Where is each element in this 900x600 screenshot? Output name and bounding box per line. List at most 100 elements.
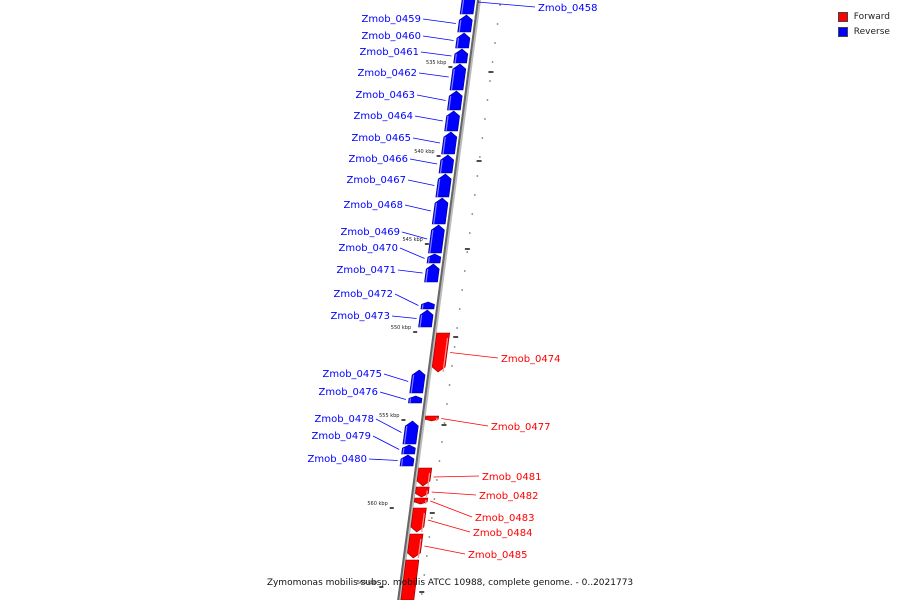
gene-label[interactable]: Zmob_0458 [538, 3, 598, 14]
gene-glyph[interactable] [413, 497, 429, 505]
gene-label[interactable]: Zmob_0466 [348, 154, 408, 165]
gene-label[interactable]: Zmob_0476 [318, 387, 378, 398]
gene-zmob_0475[interactable]: Zmob_0475 [322, 369, 426, 394]
genes-layer: Zmob_0458 Zmob_0459 Zmob_0460 Zmob_0461 Zmob… [307, 0, 598, 600]
gene-glyph[interactable] [438, 154, 455, 174]
gene-glyph[interactable] [401, 444, 416, 455]
gene-label[interactable]: Zmob_0483 [475, 513, 535, 524]
gene-face [442, 136, 446, 155]
gene-zmob_0467[interactable]: Zmob_0467 [346, 173, 452, 198]
gene-zmob_0480[interactable]: Zmob_0480 [307, 454, 415, 467]
gene-label[interactable]: Zmob_0468 [343, 200, 403, 211]
gene-label[interactable]: Zmob_0465 [351, 133, 411, 144]
gene-label[interactable]: Zmob_0473 [330, 311, 390, 322]
leader-line [414, 115, 443, 122]
gene-zmob_0461[interactable]: Zmob_0461 [359, 47, 469, 64]
gene-glyph[interactable] [459, 0, 476, 15]
gene-zmob_0464[interactable]: Zmob_0464 [353, 110, 460, 132]
gene-zmob_0481[interactable]: Zmob_0481 [416, 467, 542, 487]
leader-line [368, 458, 398, 461]
gene-label[interactable]: Zmob_0464 [353, 111, 413, 122]
gene-zmob_0482[interactable]: Zmob_0482 [415, 486, 539, 502]
gene-label[interactable]: Zmob_0469 [340, 227, 400, 238]
gene-glyph[interactable] [431, 332, 451, 373]
gene-label[interactable]: Zmob_0484 [473, 528, 533, 539]
gene-glyph[interactable] [408, 395, 423, 404]
gene-zmob_0478[interactable]: Zmob_0478 [314, 414, 419, 445]
gene-zmob_0474[interactable]: Zmob_0474 [431, 332, 561, 373]
gene-label[interactable]: Zmob_0474 [501, 354, 561, 365]
gene-label[interactable]: Zmob_0479 [311, 431, 371, 442]
gene-glyph[interactable] [407, 533, 424, 559]
gene-zmob_0485[interactable]: Zmob_0485 [407, 533, 528, 561]
gene-label[interactable]: Zmob_0463 [355, 90, 415, 101]
gene-face [410, 374, 415, 394]
gene-zmob_0476[interactable]: Zmob_0476 [318, 387, 423, 404]
tick-label: 550 kbp [391, 325, 411, 331]
gene-label[interactable]: Zmob_0467 [346, 175, 406, 186]
gene-zmob_0477[interactable]: Zmob_0477 [424, 415, 551, 433]
gene-zmob_0469[interactable]: Zmob_0469 [340, 224, 445, 254]
gene-face [433, 202, 438, 225]
gene-label[interactable]: Zmob_0472 [333, 289, 393, 300]
gene-label[interactable]: Zmob_0462 [357, 68, 417, 79]
leader-line [450, 352, 499, 359]
gene-zmob_0479[interactable]: Zmob_0479 [311, 431, 416, 455]
gene-glyph[interactable] [444, 110, 460, 132]
leader-line [401, 231, 428, 240]
gene-glyph[interactable] [447, 90, 463, 111]
gene-zmob_0463[interactable]: Zmob_0463 [355, 90, 463, 111]
gene-zmob_0470[interactable]: Zmob_0470 [338, 243, 442, 264]
gene-label[interactable]: Zmob_0477 [491, 422, 551, 433]
gene-glyph[interactable] [453, 48, 469, 64]
gene-face [454, 53, 457, 64]
gene-face [421, 512, 425, 533]
gene-zmob_0466[interactable]: Zmob_0466 [348, 154, 455, 174]
leader-line [383, 373, 409, 382]
gene-zmob_0459[interactable]: Zmob_0459 [361, 14, 473, 33]
leader-line [424, 545, 466, 555]
gene-glyph[interactable] [424, 263, 440, 283]
gene-label[interactable]: Zmob_0460 [361, 31, 421, 42]
gene-glyph[interactable] [420, 301, 435, 310]
gene-label[interactable]: Zmob_0480 [307, 454, 367, 465]
gene-glyph[interactable] [424, 415, 440, 422]
gene-glyph[interactable] [399, 454, 415, 467]
gene-label[interactable]: Zmob_0485 [468, 550, 528, 561]
legend: Forward Reverse [837, 9, 890, 39]
legend-swatch-forward [837, 11, 848, 22]
gene-zmob_0460[interactable]: Zmob_0460 [361, 31, 471, 49]
gene-zmob_0468[interactable]: Zmob_0468 [343, 197, 449, 225]
gene-glyph[interactable] [457, 14, 473, 33]
gene-label[interactable]: Zmob_0482 [479, 491, 539, 502]
gene-label[interactable]: Zmob_0481 [482, 472, 542, 483]
gene-zmob_0483[interactable]: Zmob_0483 [413, 497, 535, 524]
gene-zmob_0472[interactable]: Zmob_0472 [333, 289, 435, 310]
gene-glyph[interactable] [418, 309, 434, 328]
gene-label[interactable]: Zmob_0475 [322, 369, 382, 380]
gene-label[interactable]: Zmob_0470 [338, 243, 398, 254]
gene-zmob_0471[interactable]: Zmob_0471 [336, 263, 440, 283]
gene-glyph[interactable] [410, 507, 427, 533]
legend-item-forward: Forward [837, 9, 890, 24]
gene-zmob_0465[interactable]: Zmob_0465 [351, 131, 458, 155]
gene-zmob_0458[interactable]: Zmob_0458 [459, 0, 598, 15]
gene-glyph[interactable] [455, 32, 471, 49]
gene-face [458, 19, 462, 33]
leader-line [427, 519, 471, 533]
tick-label: 535 kbp [426, 60, 446, 66]
gene-label[interactable]: Zmob_0471 [336, 265, 396, 276]
gene-face [450, 68, 455, 91]
gene-label[interactable]: Zmob_0461 [359, 47, 419, 58]
gene-label[interactable]: Zmob_0478 [314, 414, 374, 425]
gene-zmob_0484[interactable]: Zmob_0484 [410, 507, 533, 539]
gene-partial-bottom[interactable] [400, 559, 420, 600]
legend-item-reverse: Reverse [837, 24, 890, 39]
gene-label[interactable]: Zmob_0459 [361, 14, 421, 25]
gene-glyph[interactable] [415, 486, 430, 498]
gene-glyph[interactable] [400, 559, 420, 600]
gene-glyph[interactable] [426, 253, 442, 264]
gene-zmob_0473[interactable]: Zmob_0473 [330, 309, 434, 328]
gene-zmob_0462[interactable]: Zmob_0462 [357, 63, 467, 91]
